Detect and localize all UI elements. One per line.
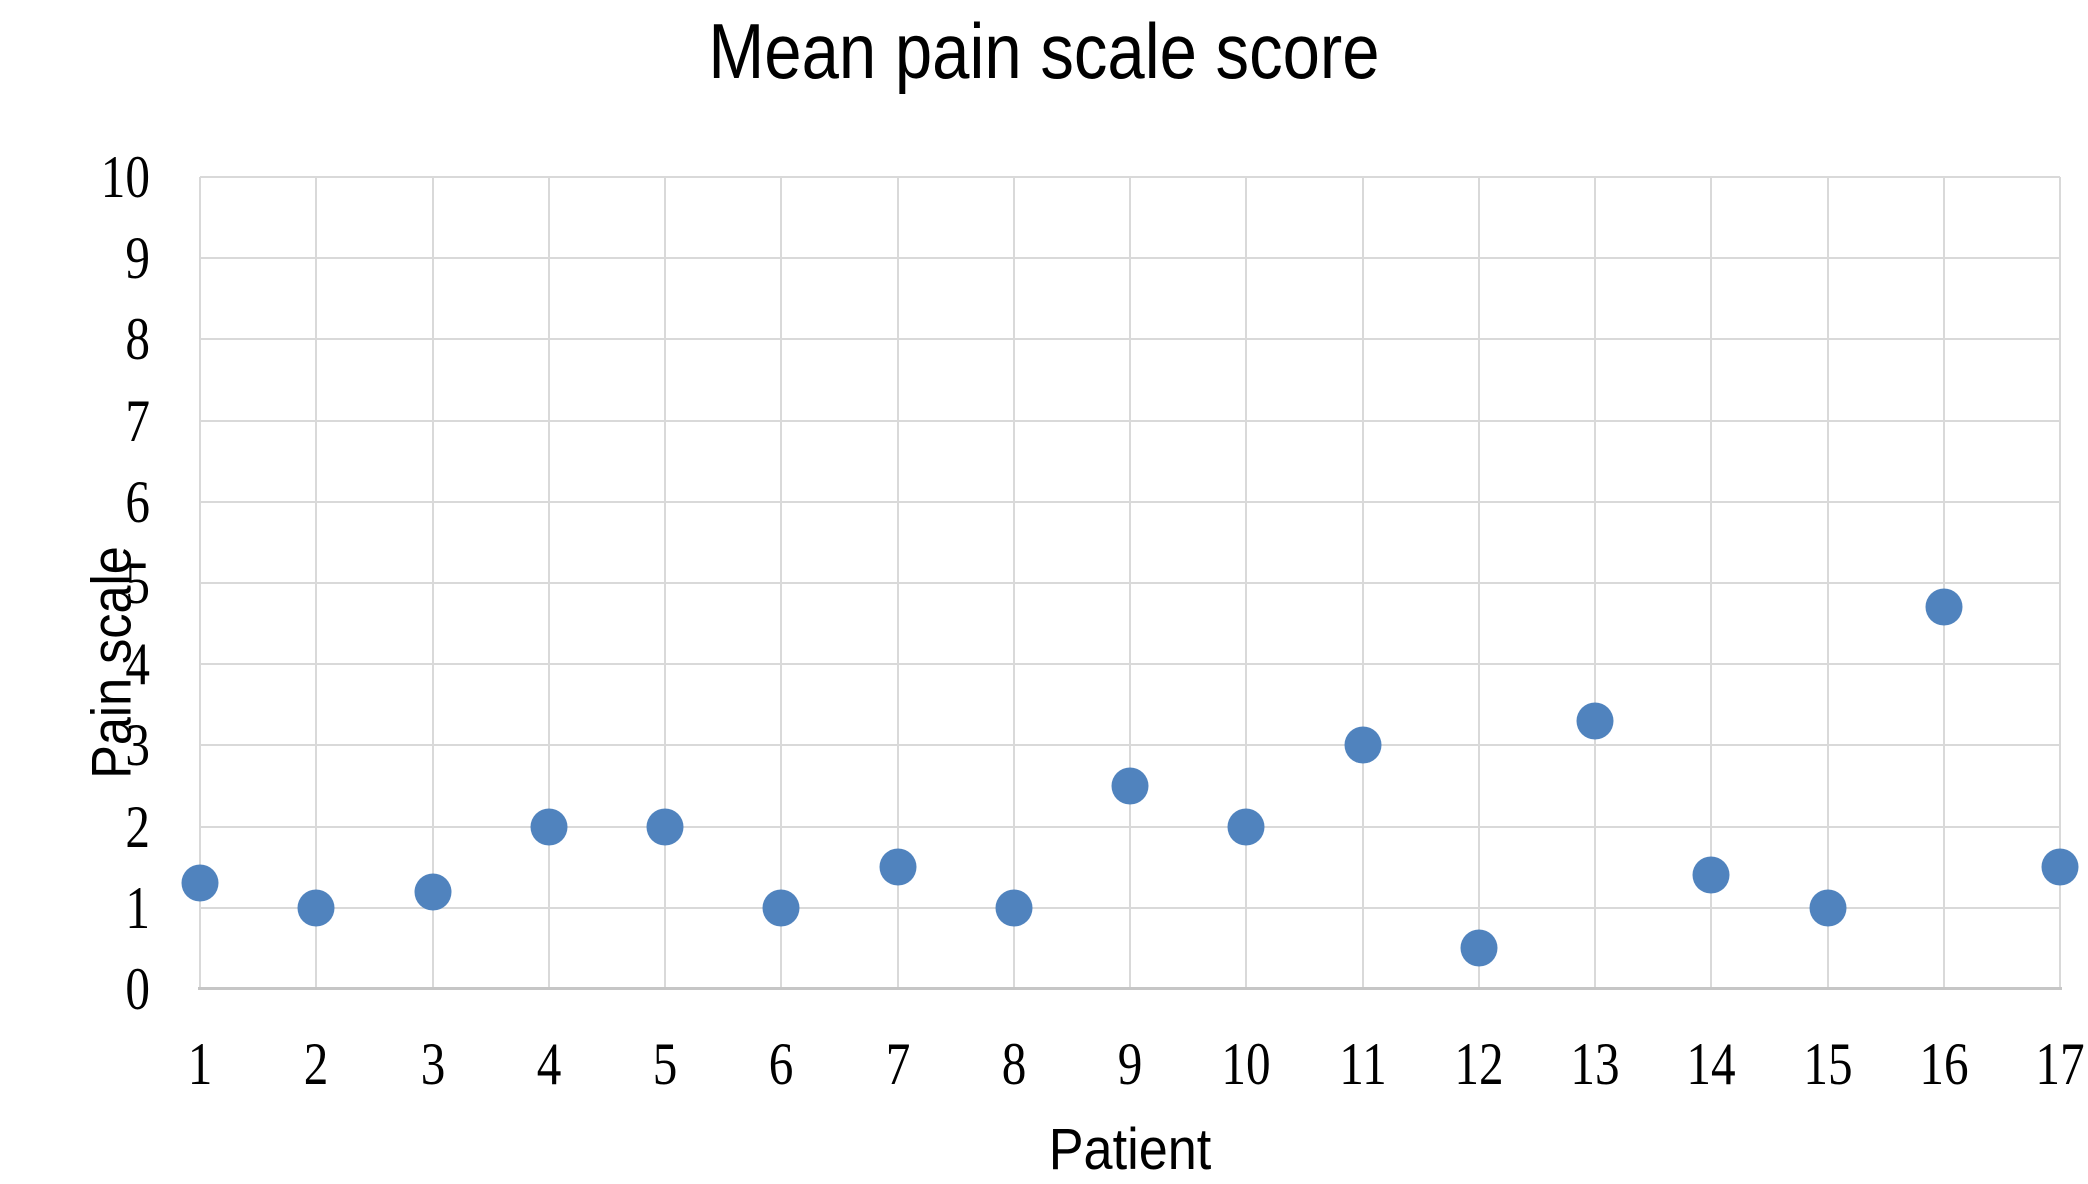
data-point bbox=[1344, 726, 1381, 764]
data-point bbox=[762, 889, 800, 927]
x-tick-label: 17 bbox=[2035, 1031, 2085, 1097]
grid-line-vertical bbox=[2059, 177, 2061, 989]
y-tick-labels: 0 1 2 3 4 5 6 7 8 9 10 bbox=[0, 147, 150, 1019]
grid-line-vertical bbox=[1361, 177, 1364, 989]
x-tick-label: 11 bbox=[1338, 1031, 1387, 1097]
data-point bbox=[1227, 808, 1265, 846]
data-point bbox=[414, 873, 451, 911]
grid-line-vertical bbox=[1942, 177, 1945, 989]
data-point bbox=[530, 808, 568, 846]
y-tick-label: 9 bbox=[125, 225, 150, 292]
x-tick-label: 16 bbox=[1919, 1031, 1969, 1097]
grid-line-vertical bbox=[1245, 177, 1248, 989]
x-tick-label: 15 bbox=[1802, 1031, 1853, 1097]
grid-line-vertical bbox=[780, 177, 783, 989]
x-axis-title: Patient bbox=[1048, 1117, 1212, 1182]
x-tick-label: 5 bbox=[652, 1031, 678, 1097]
grid-line-vertical bbox=[199, 177, 201, 989]
data-point bbox=[2041, 848, 2079, 886]
x-tick-label: 1 bbox=[187, 1031, 213, 1097]
data-point bbox=[995, 889, 1033, 927]
plot-area bbox=[181, 176, 2079, 990]
y-tick-label: 5 bbox=[125, 550, 150, 616]
grid-line-vertical bbox=[1012, 177, 1015, 989]
x-tick-label: 9 bbox=[1117, 1031, 1143, 1097]
data-point bbox=[1692, 856, 1730, 894]
x-axis-line bbox=[198, 987, 2062, 990]
data-point bbox=[1576, 702, 1614, 740]
grid-line-vertical bbox=[431, 177, 434, 989]
x-tick-label: 13 bbox=[1570, 1031, 1620, 1097]
grid-line-vertical bbox=[664, 177, 666, 989]
data-point bbox=[879, 848, 916, 886]
data-point bbox=[181, 864, 219, 902]
x-tick-label: 4 bbox=[536, 1031, 562, 1097]
x-tick-label: 3 bbox=[420, 1031, 445, 1097]
data-point bbox=[1460, 929, 1498, 967]
y-tick-label: 8 bbox=[125, 306, 150, 373]
y-tick-label: 1 bbox=[125, 874, 150, 941]
y-tick-label: 0 bbox=[125, 956, 150, 1022]
data-point bbox=[646, 808, 684, 846]
chart-title: Mean pain scale score bbox=[708, 7, 1380, 95]
grid-line-vertical bbox=[315, 177, 318, 989]
y-tick-label: 3 bbox=[125, 712, 150, 779]
data-point bbox=[1925, 588, 1963, 626]
y-tick-label: 2 bbox=[125, 793, 150, 860]
y-tick-label: 6 bbox=[125, 468, 150, 535]
x-tick-label: 2 bbox=[303, 1031, 329, 1097]
grid-line-vertical bbox=[1477, 177, 1480, 989]
grid-line-vertical bbox=[896, 177, 899, 989]
data-point bbox=[1111, 767, 1149, 805]
y-tick-label: 7 bbox=[125, 387, 150, 454]
data-point bbox=[1809, 889, 1846, 927]
grid-line-vertical bbox=[547, 177, 550, 989]
grid-line-vertical bbox=[1826, 177, 1829, 989]
y-tick-label: 10 bbox=[100, 144, 150, 210]
grid-line-vertical bbox=[1129, 177, 1131, 989]
x-tick-label: 8 bbox=[1001, 1031, 1027, 1097]
grid-line-vertical bbox=[1710, 177, 1713, 989]
data-point bbox=[297, 889, 335, 927]
x-tick-label: 6 bbox=[768, 1031, 794, 1097]
x-tick-label: 12 bbox=[1454, 1031, 1504, 1097]
grid-line-vertical bbox=[1594, 177, 1596, 989]
y-tick-label: 4 bbox=[125, 631, 150, 698]
x-tick-labels: 1 2 3 4 5 6 7 8 9 10 11 12 13 14 15 16 17 bbox=[188, 1031, 2085, 1104]
x-tick-label: 14 bbox=[1686, 1031, 1736, 1097]
x-tick-label: 10 bbox=[1221, 1031, 1271, 1097]
x-tick-label: 7 bbox=[885, 1031, 910, 1097]
